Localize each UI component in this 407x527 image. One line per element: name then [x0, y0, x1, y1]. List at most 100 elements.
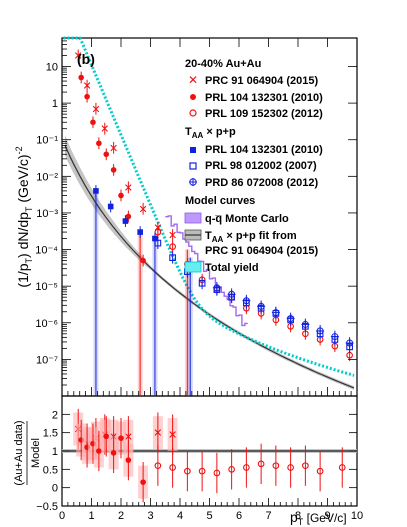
ratio-y-axis-label: (Au+Au data) Model	[13, 420, 42, 485]
long-error-band	[137, 232, 143, 396]
data-point	[154, 228, 162, 236]
data-point	[152, 235, 158, 242]
legend-marker-qqbar	[184, 212, 202, 224]
x-tick-label: 0	[59, 510, 65, 522]
ratio-point	[316, 467, 324, 475]
data-point: ✕	[139, 204, 148, 216]
x-tick-label: 6	[236, 510, 242, 522]
data-point: ✕	[109, 143, 118, 155]
data-point	[110, 167, 117, 173]
legend-marker-star: ✕	[188, 73, 198, 87]
data-point	[198, 279, 206, 287]
main-y-ticks: 10 1 10⁻¹ 10⁻² 10⁻³ 10⁻⁴ 10⁻⁵ 10⁻⁶ 10⁻⁷	[35, 40, 357, 386]
x-axis-label: pT [GeV/c]	[290, 509, 347, 527]
main-y-tick-label: 10⁻⁴	[35, 245, 58, 257]
x-tick-label: 7	[265, 510, 271, 522]
legend: 20-40% Au+Au ✕ PRC 91 064904 (2015) PRL …	[184, 58, 323, 274]
data-point	[90, 119, 96, 126]
legend-marker-filled-square	[190, 147, 196, 153]
data-point	[137, 229, 143, 235]
panel-label: (b)	[77, 51, 95, 67]
ratio-point	[154, 462, 162, 470]
ratio-y-tick-label: 1	[52, 446, 58, 458]
data-point	[154, 239, 162, 247]
ratio-point	[198, 467, 206, 475]
ratio-point	[228, 465, 235, 473]
data-point: ✕	[100, 124, 109, 136]
x-tick-label: 4	[177, 510, 183, 522]
long-error-band	[184, 249, 190, 396]
ratio-point	[125, 457, 132, 463]
data-point	[103, 151, 110, 158]
legend-entry-qqbar: q-q̅ Monte Carlo	[205, 213, 289, 225]
main-y-tick-label: 10⁻³	[36, 208, 58, 220]
x-tick-label: 8	[295, 510, 301, 522]
ratio-point	[110, 450, 117, 456]
data-point	[169, 254, 176, 262]
x-tick-label: 10	[351, 510, 363, 522]
data-point	[169, 243, 176, 251]
legend-entry-prl109: PRL 109 152302 (2012)	[205, 108, 323, 120]
data-point	[122, 218, 129, 224]
main-y-axis-label: (1/pT) dN/dpT (GeV/c)-2	[14, 146, 34, 287]
ratio-y-tick-label: −0.5	[36, 501, 58, 513]
legend-entry-fit-source: PRC 91 064904 (2015)	[205, 245, 318, 257]
data-point: ✕	[82, 81, 91, 93]
ratio-y-tick-label: 0	[52, 483, 58, 495]
legend-entry-prd86: PRD 86 072008 (2012)	[205, 177, 318, 189]
ratio-point	[302, 462, 309, 470]
ratio-point	[213, 469, 221, 477]
svg-text:Model: Model	[30, 438, 42, 468]
x-tick-label: 1	[88, 510, 94, 522]
ratio-point	[243, 464, 250, 471]
model-qqbar-histogram	[165, 215, 248, 327]
main-y-tick-label: 10⁻²	[36, 171, 58, 183]
ratio-point	[169, 464, 176, 471]
long-error-band	[187, 257, 193, 396]
legend-marker-filled-circle	[190, 94, 196, 100]
legend-marker-open-circle	[189, 109, 197, 117]
data-point: ✕	[91, 104, 100, 116]
ratio-ticks: 0 1 2 3 4 5 6 7 8 9 10−0.500.511.52	[36, 38, 363, 522]
main-y-tick-label: 10⁻¹	[36, 135, 58, 147]
x-tick-label: 5	[206, 510, 212, 522]
svg-text:(Au+Au data): (Au+Au data)	[13, 420, 25, 485]
ratio-point	[287, 464, 294, 471]
data-point	[107, 203, 114, 210]
long-error-band	[152, 238, 158, 396]
ratio-y-tick-label: 0.5	[43, 464, 58, 476]
data-point: ✕	[168, 230, 177, 242]
main-y-tick-label: 10⁻⁵	[35, 281, 58, 293]
legend-title-auau: 20-40% Au+Au	[185, 58, 261, 70]
data-point	[93, 188, 99, 194]
data-point	[96, 140, 102, 147]
legend-entry-prc91: PRC 91 064904 (2015)	[205, 75, 318, 87]
legend-title-taa: TAA × p+p	[185, 126, 236, 140]
legend-entry-prl98: PRL 98 012002 (2007)	[205, 160, 317, 172]
ratio-point: ✕	[153, 428, 162, 440]
ratio-point	[140, 479, 146, 485]
legend-entry-pp-prl104: PRL 104 132301 (2010)	[205, 144, 323, 156]
legend-marker-open-cross	[189, 178, 197, 186]
data-point	[84, 93, 90, 100]
x-tick-label: 3	[147, 510, 153, 522]
main-y-tick-label: 10⁻⁷	[36, 354, 58, 366]
main-y-tick-label: 10	[46, 61, 58, 73]
x-tick-label: 9	[324, 510, 330, 522]
ratio-point: ✕	[168, 430, 177, 442]
ratio-point	[118, 435, 124, 441]
x-tick-label: 2	[118, 510, 124, 522]
ratio-point: ✕	[124, 431, 133, 443]
legend-entry-prl104: PRL 104 132301 (2010)	[205, 92, 323, 104]
ratio-point	[96, 448, 102, 454]
main-y-tick-label: 1	[52, 98, 58, 110]
ratio-plot-area: ✕✕✕✕✕✕✕✕	[62, 408, 357, 503]
long-error-band	[93, 190, 99, 396]
legend-entry-total: Total yield	[205, 262, 259, 274]
ratio-y-tick-label: 2	[52, 409, 58, 421]
data-point	[125, 213, 132, 220]
svg-text:(1/pT) dN/dpT (GeV/c)-2: (1/pT) dN/dpT (GeV/c)-2	[14, 146, 34, 287]
ratio-point	[272, 462, 280, 470]
